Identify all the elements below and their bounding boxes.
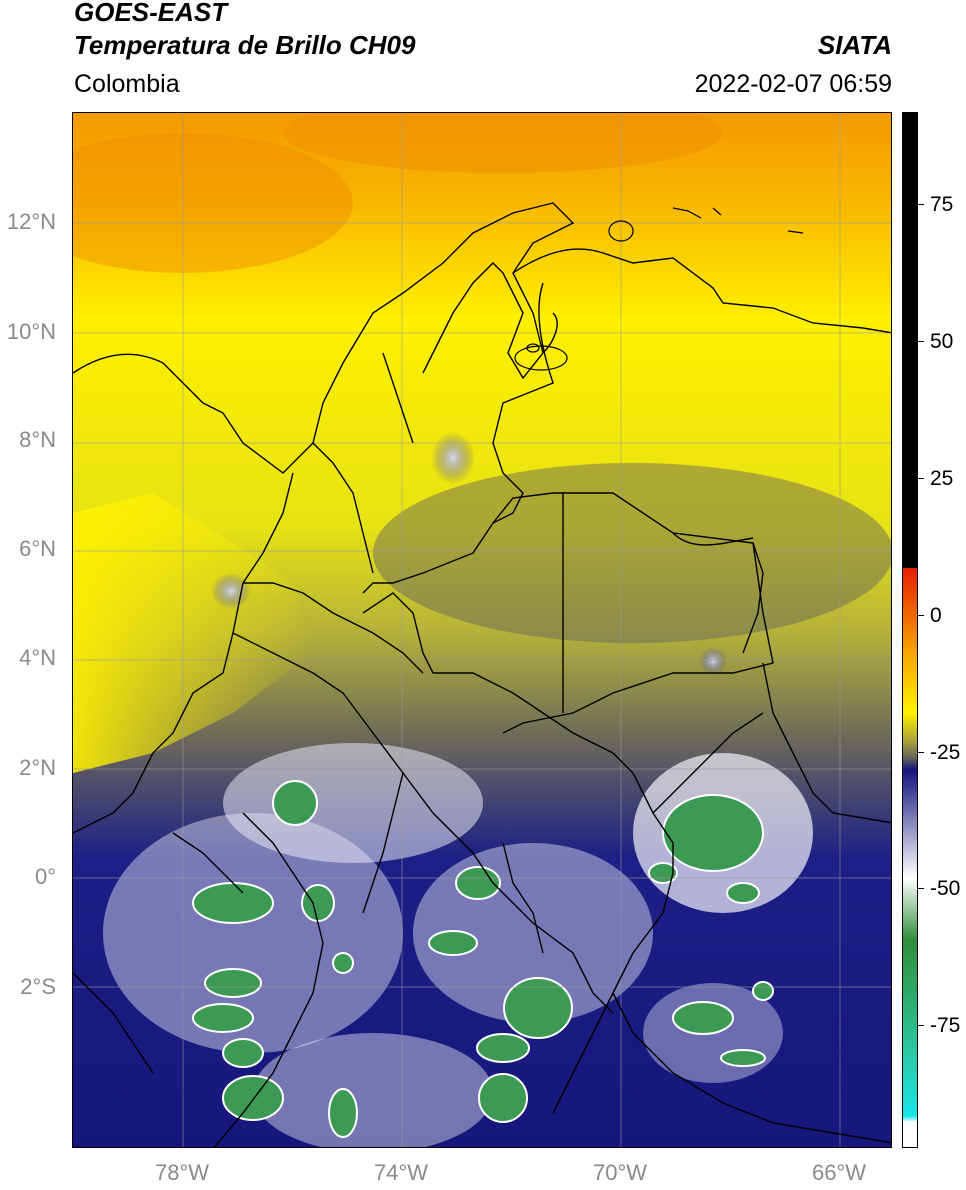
lat-label: 6°N (19, 536, 56, 561)
lon-label: 78°W (154, 1160, 210, 1185)
lat-label: 2°S (20, 974, 56, 999)
colorbar-label: 25 (930, 467, 954, 490)
orange-patch-north (283, 113, 723, 173)
west-yellow-band (73, 493, 313, 773)
colorbar-tick (918, 888, 924, 889)
gray-tongue (373, 463, 891, 643)
cold-cloud-tops (192, 780, 774, 1138)
colorbar-tick (918, 1025, 924, 1026)
product-title: Temperatura de Brillo CH09 (74, 30, 416, 60)
coastlines-borders (73, 202, 891, 1147)
lon-label: 70°W (592, 1160, 648, 1185)
lat-label: 0° (34, 864, 56, 889)
cloud-cell (211, 573, 251, 609)
islands (514, 207, 804, 371)
cloud-mass (253, 1033, 493, 1147)
colorbar-tick (918, 204, 924, 205)
agency-label: SIATA (817, 30, 892, 60)
colorbar-tick (918, 752, 924, 753)
lat-label: 12°N (6, 209, 56, 234)
colorbar-label: -50 (930, 877, 961, 900)
colorbar-tick (918, 615, 924, 616)
colorbar-tick (918, 478, 924, 479)
lon-label: 66°W (811, 1160, 867, 1185)
region-label: Colombia (74, 70, 180, 98)
colorbar-label: 0 (930, 604, 942, 627)
satellite-map (72, 112, 892, 1148)
graticule (73, 113, 891, 1147)
cloud-mass (223, 743, 483, 863)
lon-label: 74°W (373, 1160, 429, 1185)
lat-label: 10°N (6, 319, 56, 344)
lat-label: 4°N (19, 645, 56, 670)
lat-label: 2°N (19, 755, 56, 780)
colorbar-label: -75 (930, 1014, 961, 1037)
orange-patch (73, 133, 353, 273)
cloud-mass (103, 813, 403, 1053)
colorbar-tick (918, 341, 924, 342)
datetime-label: 2022-02-07 06:59 (694, 70, 892, 98)
colorbar-label: 75 (930, 193, 954, 216)
colorbar-label: 50 (930, 330, 954, 353)
lat-label: 8°N (19, 427, 56, 452)
temperature-colorbar (902, 112, 918, 1148)
cloud-cell (699, 647, 727, 675)
cloud-cell (431, 432, 475, 484)
brightness-temperature-image (73, 113, 891, 1147)
satellite-title: GOES-EAST (74, 0, 228, 27)
colorbar-label: -25 (930, 741, 961, 764)
